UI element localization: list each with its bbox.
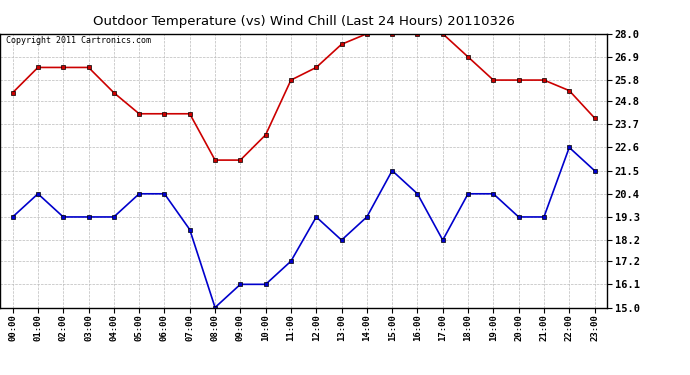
- Text: Outdoor Temperature (vs) Wind Chill (Last 24 Hours) 20110326: Outdoor Temperature (vs) Wind Chill (Las…: [92, 15, 515, 28]
- Text: Copyright 2011 Cartronics.com: Copyright 2011 Cartronics.com: [6, 36, 151, 45]
